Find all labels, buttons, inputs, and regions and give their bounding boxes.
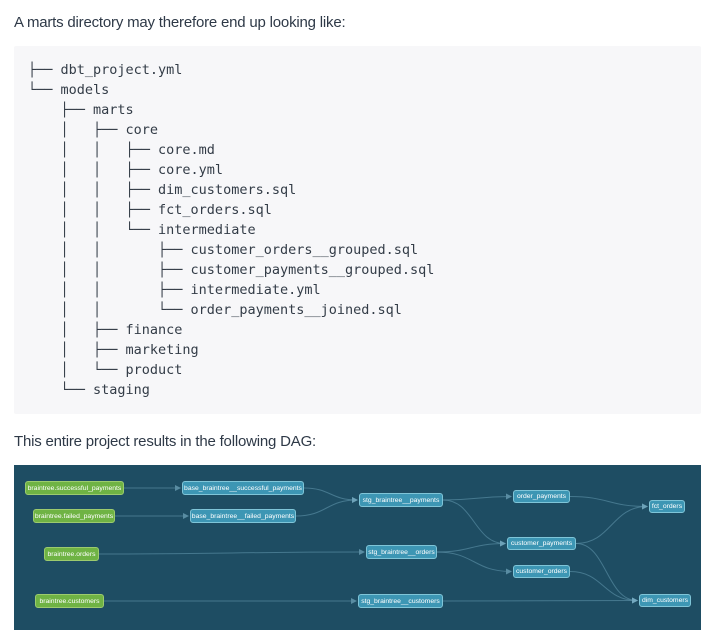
dag-node-dim_customers[interactable]: dim_customers [639,594,691,607]
dag-node-order_payments[interactable]: order_payments [513,490,570,503]
dag-edge-customer_orders-to-dim_customers [569,571,638,604]
dag-edge-stg_braintree__orders-to-customer_orders [436,551,512,575]
dag-edge-stg_braintree__customers-to-dim_customers [442,597,638,604]
dag-node-stg_braintree__orders[interactable]: stg_braintree__orders [366,545,437,559]
dag-figure: braintree.successful_payments braintree.f… [14,465,701,630]
dag-node-fct_orders[interactable]: fct_orders [649,500,685,513]
dag-edge-stg_braintree__payments-to-customer_payments [442,499,506,547]
dag-edge-base_braintree__successful_payments-to-stg_braintree__payments [303,487,358,503]
dag-paragraph: This entire project results in the follo… [14,433,316,450]
dag-edge-stg_braintree__payments-to-order_payments [442,493,512,501]
dag-node-customer_payments[interactable]: customer_payments [507,537,576,550]
dag-node-customer_orders[interactable]: customer_orders [513,565,570,578]
dag-node-braintree_successful_payments[interactable]: braintree.successful_payments [25,481,124,495]
dag-edge-customer_payments-to-fct_orders [575,503,648,544]
dag-edge-base_braintree__failed_payments-to-stg_braintree__payments [295,497,358,517]
dag-node-stg_braintree__customers[interactable]: stg_braintree__customers [358,594,443,608]
dag-node-braintree_failed_payments[interactable]: braintree.failed_payments [33,509,115,523]
dag-edges-svg [98,485,648,604]
dag-node-braintree_orders[interactable]: braintree.orders [44,547,99,561]
dag-edge-braintree_orders-to-stg_braintree__orders [98,549,365,556]
dag-node-stg_braintree__payments[interactable]: stg_braintree__payments [359,493,443,507]
dag-node-base_braintree__successful_payments[interactable]: base_braintree__successful_payments [182,481,304,495]
dag-node-base_braintree__failed_payments[interactable]: base_braintree__failed_payments [190,509,296,523]
dag-edge-order_payments-to-fct_orders [569,496,648,510]
intro-paragraph: A marts directory may therefore end up l… [14,14,346,31]
dag-edge-customer_payments-to-dim_customers [575,543,638,604]
dag-edge-stg_braintree__orders-to-customer_payments [436,540,506,553]
directory-tree-code-block: ├── dbt_project.yml └── models ├── marts… [14,46,701,414]
dag-node-braintree_customers[interactable]: braintree.customers [35,594,104,608]
